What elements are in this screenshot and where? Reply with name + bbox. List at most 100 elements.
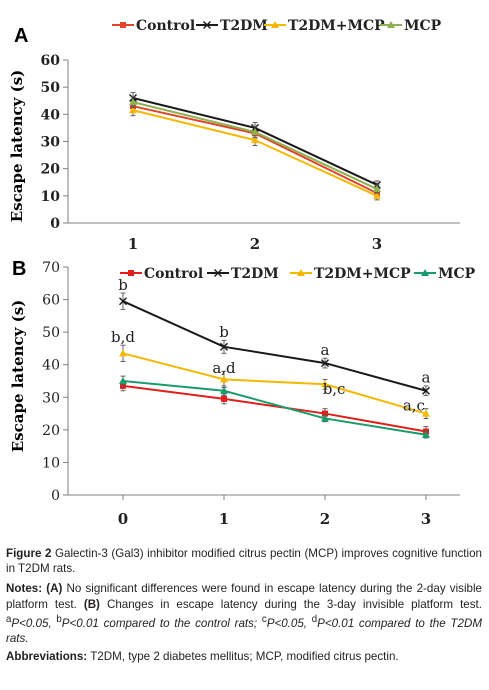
- significance-annotation: b,c: [323, 380, 346, 398]
- panel-b-letter: B: [12, 258, 26, 280]
- y-tick-label: 20: [41, 162, 61, 178]
- y-tick-label: 10: [41, 189, 61, 205]
- x-tick-label: 3: [421, 510, 431, 528]
- series-mcp: [119, 375, 430, 439]
- legend-entry: MCP: [414, 266, 476, 282]
- significance-annotation: a,d: [212, 359, 236, 377]
- data-point: [321, 359, 329, 368]
- y-axis-title-b: Escape latency (s): [9, 300, 27, 453]
- sup-b: b: [56, 613, 62, 625]
- legend-entry: Control: [120, 266, 203, 282]
- figure-label: Figure 2: [6, 547, 52, 560]
- legend-label: Control: [136, 18, 195, 34]
- data-point: [321, 414, 329, 422]
- data-point: [322, 410, 328, 417]
- legend-swatch-marker: [387, 21, 395, 28]
- data-point: [373, 191, 381, 199]
- legend-entry: T2DM+MCP: [290, 266, 411, 282]
- notes-b-text: Changes in escape latency during the 3-d…: [106, 597, 482, 611]
- y-tick-label: 10: [42, 455, 60, 471]
- x-tick-label: 3: [372, 235, 382, 253]
- p-c: P<0.05,: [266, 616, 308, 630]
- legend-entry: Control: [112, 18, 195, 34]
- legend-swatch-marker: [214, 269, 222, 277]
- series-mcp: [129, 96, 381, 194]
- notes-a-text: No significant differences were found in…: [6, 582, 482, 611]
- data-point: [373, 185, 381, 193]
- p-d: P<0.01 compared to the T2DM rats.: [6, 616, 482, 645]
- caption-notes: Notes: (A) No significant differences we…: [6, 581, 482, 646]
- chart-panel-b: B Escape latency (s) 0 10 20 30 40 50 60 70 0 1 2 3…: [9, 258, 476, 528]
- significance-annotation: b: [118, 276, 128, 294]
- y-tick-label: 50: [41, 80, 61, 96]
- significance-annotation: b,d: [111, 328, 135, 346]
- y-tick-label: 40: [41, 107, 61, 123]
- sup-d: d: [311, 613, 318, 625]
- notes-label: Notes:: [6, 582, 43, 596]
- data-point: [251, 136, 259, 144]
- y-tick-label: 20: [42, 423, 60, 439]
- y-tick-label: 70: [42, 260, 60, 276]
- p-a: P<0.05,: [11, 616, 52, 630]
- y-tick-label: 50: [42, 325, 60, 341]
- caption-title: Figure 2 Galectin-3 (Gal3) inhibitor mod…: [6, 546, 482, 576]
- series-line: [122, 352, 427, 415]
- figure-title: Galectin-3 (Gal3) inhibitor modified cit…: [6, 547, 482, 576]
- series-line: [122, 300, 427, 392]
- legend-label: Control: [144, 266, 203, 282]
- data-point: [220, 386, 228, 394]
- legend-entry: T2DM: [207, 266, 279, 282]
- data-point: [119, 349, 127, 357]
- x-tick-label: 0: [118, 510, 128, 528]
- series-t2dm: [119, 292, 430, 397]
- series-line: [122, 384, 427, 433]
- data-point: [321, 380, 329, 388]
- series-line: [122, 380, 427, 436]
- data-point: [119, 297, 127, 306]
- data-point: [422, 430, 430, 438]
- x-tick-label: 2: [250, 235, 260, 253]
- data-point: [251, 127, 259, 135]
- significance-annotation: b: [219, 323, 229, 341]
- legend-swatch-marker: [120, 22, 126, 28]
- abbr-label: Abbreviations:: [6, 650, 88, 664]
- legend-label: MCP: [404, 18, 442, 34]
- x-tick-label: 1: [128, 235, 138, 253]
- x-tick-label: 1: [219, 510, 229, 528]
- data-point: [422, 386, 430, 395]
- series-control: [130, 100, 380, 198]
- legend-entry: MCP: [380, 18, 442, 34]
- series-t2dm-mcp: [129, 104, 381, 201]
- significance-annotation: a: [422, 369, 431, 387]
- legend-label: T2DM+MCP: [288, 18, 385, 34]
- y-tick-label: 30: [42, 390, 60, 406]
- x-tick-label: 2: [320, 510, 330, 528]
- data-point: [119, 377, 127, 384]
- figure-caption: Figure 2 Galectin-3 (Gal3) inhibitor mod…: [6, 546, 482, 667]
- sup-c: c: [261, 613, 267, 625]
- sup-a: a: [6, 613, 12, 625]
- series-t2dm-mcp: [119, 344, 430, 419]
- chart-panel-a: A Escape latency (s) 0 10 20 30 40 50 60 1 2 3 Co…: [8, 18, 460, 253]
- significance-annotation: a,c: [403, 396, 425, 414]
- notes-b-label: (B): [83, 597, 100, 611]
- data-point: [220, 375, 228, 383]
- caption-abbreviations: Abbreviations: T2DM, type 2 diabetes mel…: [6, 649, 482, 664]
- legend-label: T2DM: [220, 18, 268, 34]
- y-tick-label: 0: [51, 488, 60, 504]
- legend-swatch-marker: [297, 269, 305, 276]
- legend-swatch-marker: [128, 270, 134, 276]
- significance-annotation: a: [321, 341, 330, 359]
- data-point: [129, 98, 137, 106]
- legend-swatch-marker: [421, 269, 429, 276]
- data-point: [129, 106, 137, 114]
- y-tick-label: 60: [41, 53, 61, 69]
- y-tick-label: 0: [50, 216, 60, 232]
- y-tick-label: 40: [42, 358, 60, 374]
- y-axis-title-a: Escape latency (s): [8, 70, 26, 223]
- data-point: [422, 409, 430, 417]
- y-tick-label: 60: [42, 293, 60, 309]
- data-point: [220, 342, 228, 351]
- panel-a-letter: A: [14, 25, 28, 47]
- notes-a-label: (A): [46, 582, 63, 596]
